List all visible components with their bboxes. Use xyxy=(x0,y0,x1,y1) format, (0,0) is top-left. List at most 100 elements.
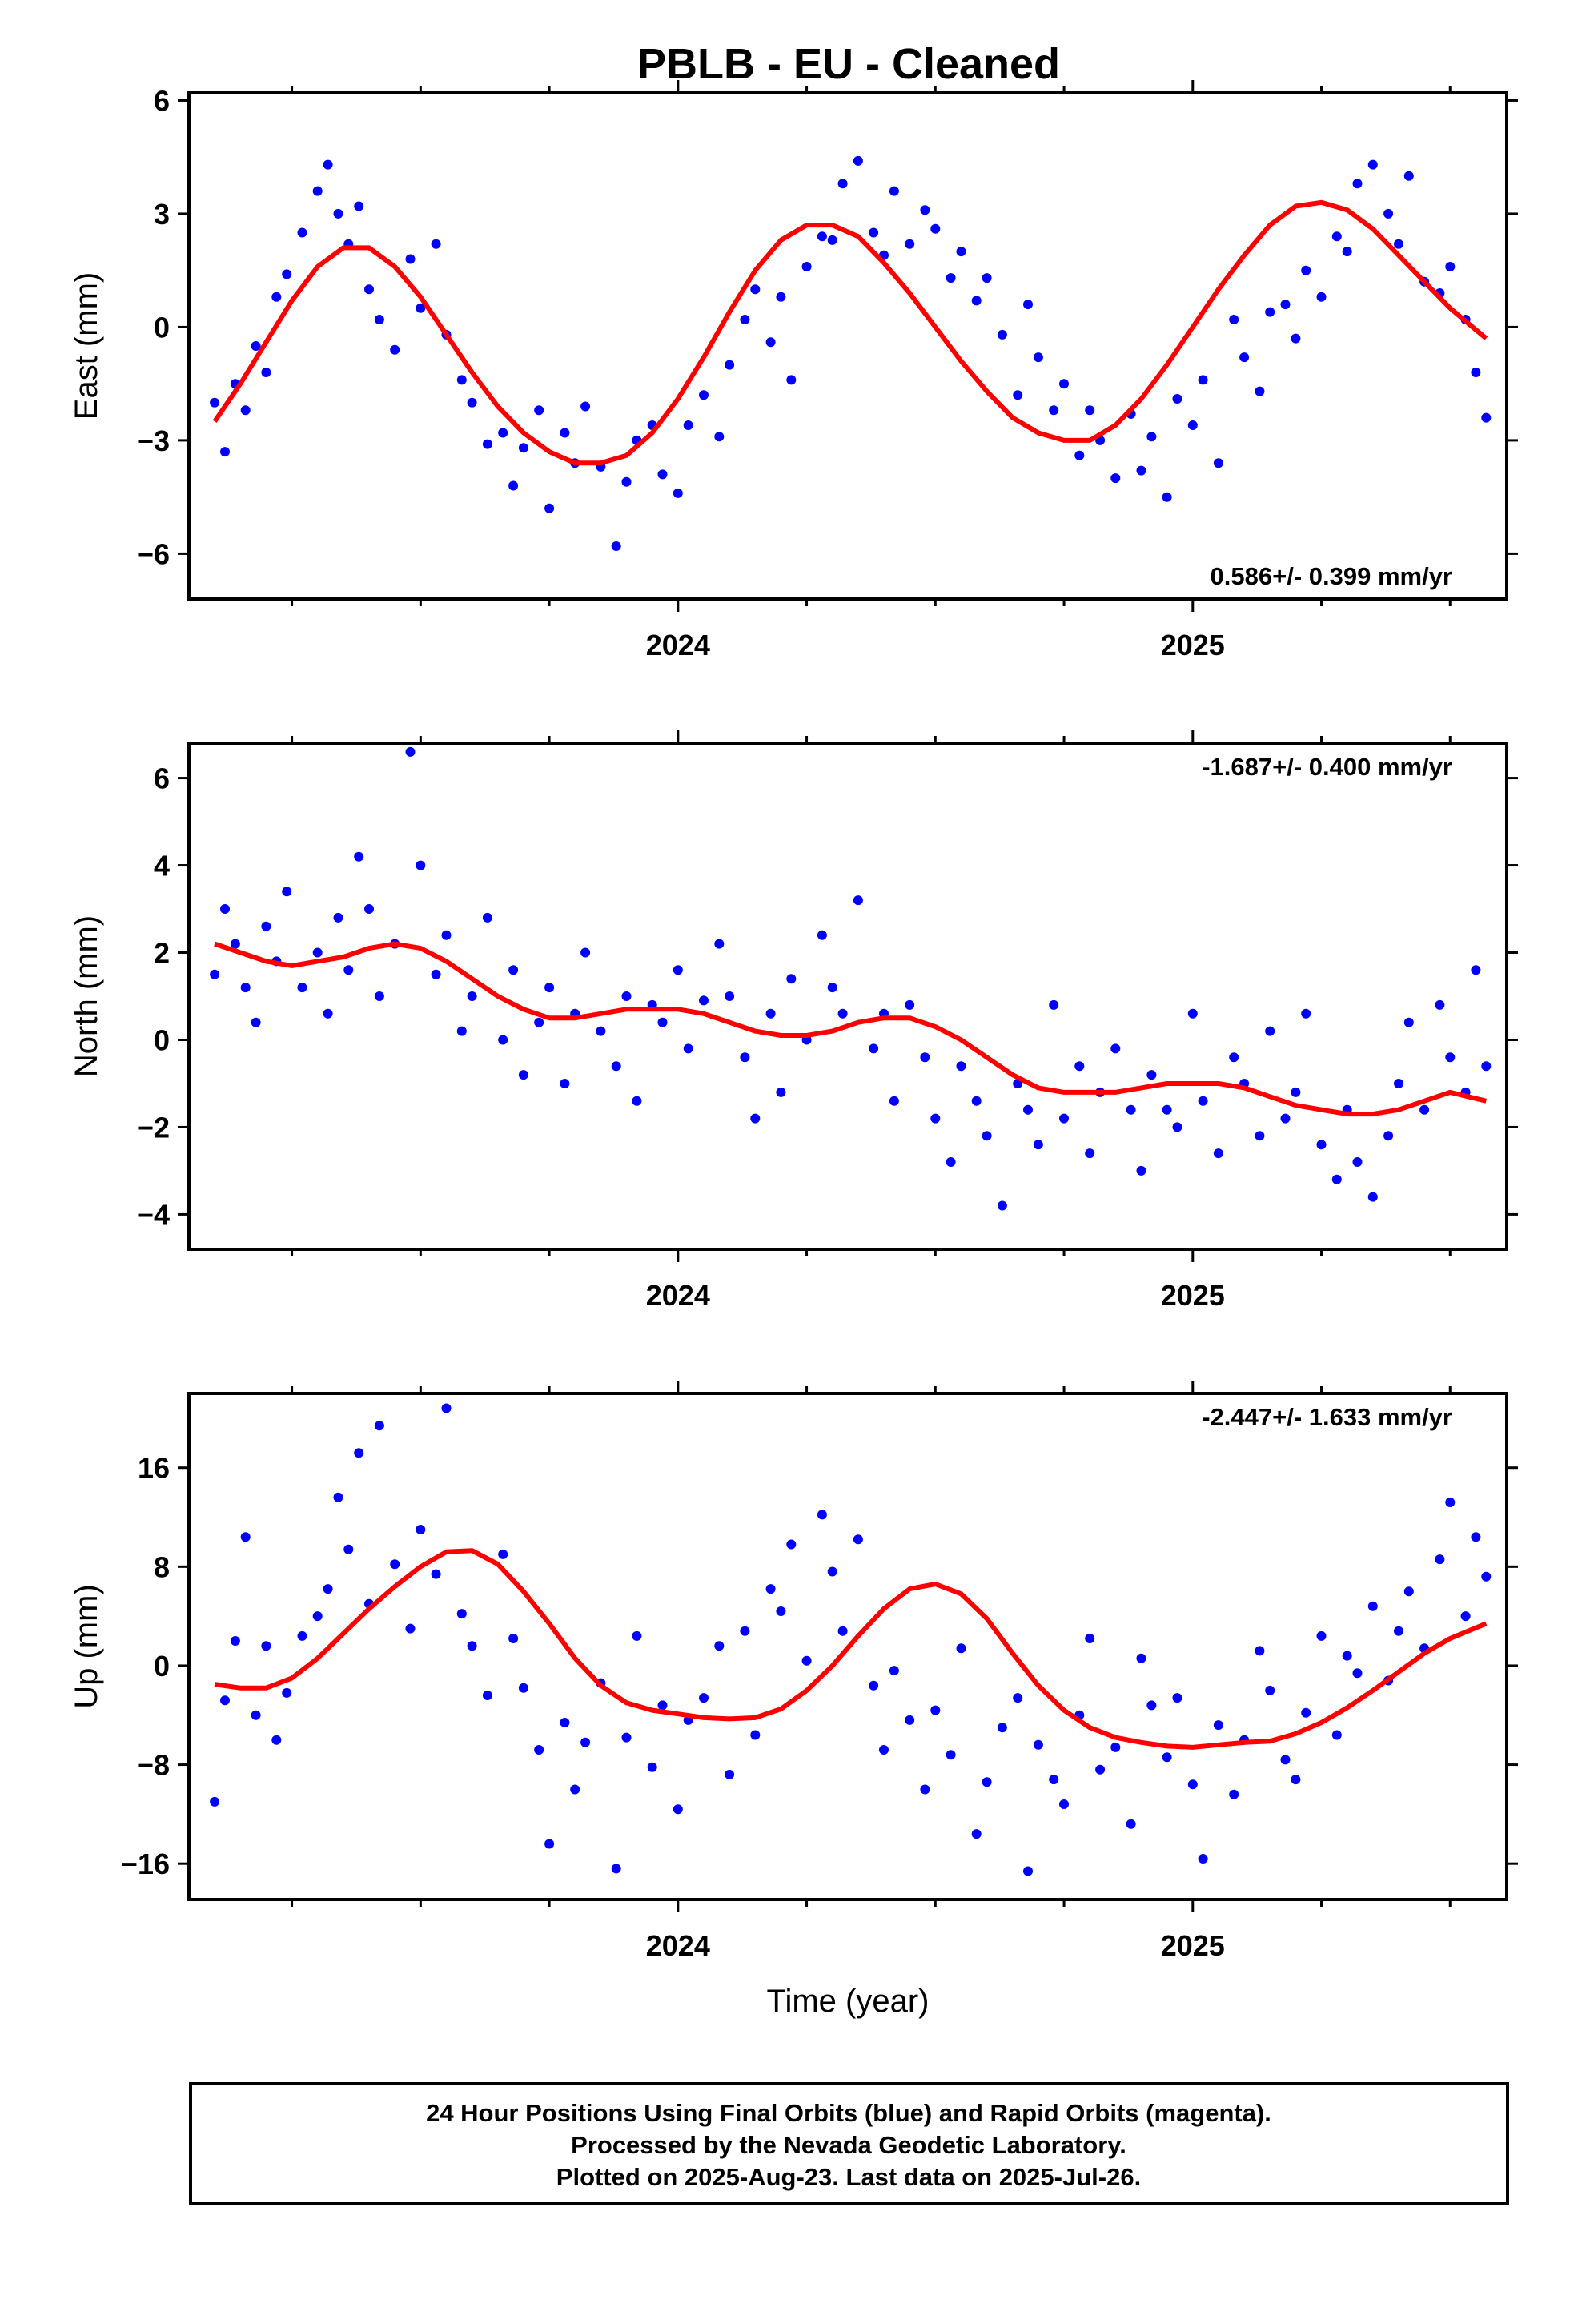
panel-north: 6 4 2 0 −2 −4 2024 2025 North (mm) -1.687+/- 0.40… xyxy=(69,730,1518,1312)
data-point xyxy=(416,860,426,870)
data-point xyxy=(956,1061,966,1072)
data-point xyxy=(647,1762,657,1772)
data-point xyxy=(544,983,555,993)
data-point xyxy=(220,1695,230,1706)
data-point xyxy=(323,1584,333,1594)
data-point xyxy=(374,315,384,324)
data-point xyxy=(946,273,956,283)
data-point xyxy=(390,344,400,355)
data-point xyxy=(621,991,632,1001)
data-points xyxy=(210,155,1492,551)
y-tick-label: −8 xyxy=(137,1749,170,1782)
plot-frame xyxy=(187,1392,1508,1901)
data-point xyxy=(230,939,240,949)
data-point xyxy=(1445,262,1456,271)
data-point xyxy=(1301,1707,1311,1718)
data-point xyxy=(837,1626,848,1636)
data-point xyxy=(498,1035,508,1045)
data-point xyxy=(1383,1131,1394,1141)
data-point xyxy=(956,247,966,257)
data-point xyxy=(1172,1122,1182,1132)
data-point xyxy=(416,1525,426,1534)
plot-frame xyxy=(187,742,1508,1251)
data-point xyxy=(1110,1043,1121,1054)
data-point xyxy=(1481,1571,1492,1582)
data-point xyxy=(801,1655,812,1666)
data-point xyxy=(456,1609,467,1619)
data-point xyxy=(982,273,992,283)
data-point xyxy=(1059,379,1069,389)
data-point xyxy=(1445,1052,1456,1063)
data-point xyxy=(1265,1026,1275,1036)
data-point xyxy=(971,1096,982,1106)
data-point xyxy=(544,1839,555,1849)
data-point xyxy=(1265,307,1275,317)
data-point xyxy=(1481,1061,1492,1072)
data-point xyxy=(518,1070,528,1080)
data-point xyxy=(1394,1079,1403,1088)
data-point xyxy=(611,1061,621,1072)
data-point xyxy=(1146,1700,1157,1711)
y-tick-label: 3 xyxy=(154,198,170,231)
data-point xyxy=(1255,1646,1265,1656)
data-point xyxy=(312,1611,323,1622)
x-tick-label: 2025 xyxy=(1161,1929,1225,1962)
data-point xyxy=(240,1532,251,1542)
data-point xyxy=(323,1008,333,1019)
data-point xyxy=(1074,450,1085,460)
data-point xyxy=(657,1700,668,1711)
data-point xyxy=(441,1403,452,1413)
data-point xyxy=(997,1723,1007,1733)
y-tick-label: 2 xyxy=(154,937,170,970)
data-point xyxy=(1033,1140,1043,1150)
data-point xyxy=(1280,1755,1291,1765)
data-point xyxy=(210,397,220,408)
data-point xyxy=(1074,1061,1085,1072)
data-point xyxy=(1331,1174,1342,1184)
data-point xyxy=(441,930,452,940)
data-point xyxy=(956,1643,966,1654)
data-point xyxy=(776,292,786,302)
data-point xyxy=(1367,1192,1378,1202)
x-tick-label: 2025 xyxy=(1161,629,1225,661)
x-tick-label: 2025 xyxy=(1161,1279,1225,1312)
data-points xyxy=(210,1403,1492,1876)
footer-line-2: Processed by the Nevada Geodetic Laborat… xyxy=(571,2131,1126,2159)
data-point xyxy=(971,1829,982,1839)
data-point xyxy=(1095,1764,1106,1775)
data-point xyxy=(683,420,693,430)
data-point xyxy=(1291,1087,1301,1097)
data-point xyxy=(786,1539,797,1550)
data-point xyxy=(390,1559,400,1570)
y-tick-label: 0 xyxy=(154,1023,170,1056)
data-point xyxy=(1229,315,1239,324)
plot-frame xyxy=(187,91,1508,601)
data-point xyxy=(220,904,230,914)
data-point xyxy=(312,947,323,958)
data-point xyxy=(251,341,261,351)
data-point xyxy=(544,503,555,513)
data-point xyxy=(1013,390,1023,400)
data-point xyxy=(621,1732,632,1743)
footer-box: 24 Hour Positions Using Final Orbits (bl… xyxy=(189,2082,1509,2205)
data-point xyxy=(750,1730,761,1740)
data-point xyxy=(801,262,812,271)
y-axis-label: North (mm) xyxy=(69,915,104,1077)
data-point xyxy=(786,375,797,385)
data-point xyxy=(725,991,735,1001)
data-point xyxy=(1419,1104,1430,1115)
data-point xyxy=(508,480,519,491)
data-point xyxy=(431,969,441,979)
data-point xyxy=(997,1200,1007,1211)
data-point xyxy=(596,1026,606,1036)
rate-annotation: 0.586+/- 0.399 mm/yr xyxy=(1211,562,1452,590)
data-point xyxy=(1239,352,1250,363)
data-point xyxy=(1342,247,1352,257)
data-point xyxy=(1049,999,1059,1010)
data-point xyxy=(776,1087,786,1097)
data-point xyxy=(1403,1017,1414,1027)
data-point xyxy=(1126,1819,1136,1829)
data-point xyxy=(261,368,271,377)
data-point xyxy=(312,186,323,196)
data-point xyxy=(210,969,220,979)
